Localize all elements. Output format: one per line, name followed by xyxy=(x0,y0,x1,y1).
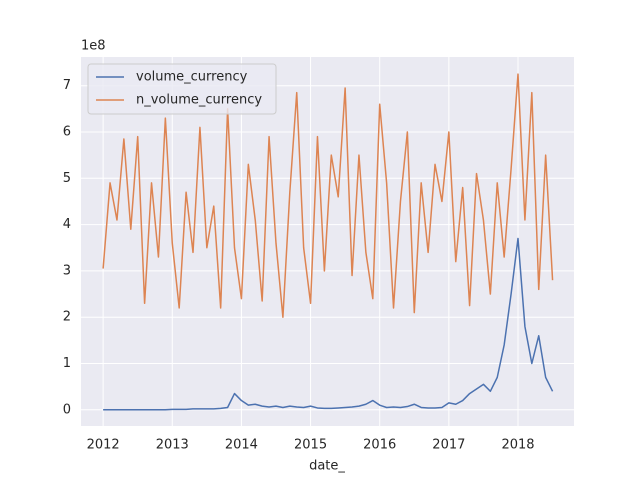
x-tick-label: 2018 xyxy=(501,438,534,453)
y-tick-label: 5 xyxy=(63,171,71,186)
x-axis-label: date_ xyxy=(309,459,345,474)
x-tick-label: 2016 xyxy=(363,438,396,453)
y-tick-label: 7 xyxy=(63,78,71,93)
y-tick-label: 1 xyxy=(63,356,71,371)
y-tick-label: 6 xyxy=(63,125,71,140)
series-line xyxy=(103,237,554,411)
y-tick-label: 0 xyxy=(63,402,71,417)
x-tick-label: 2013 xyxy=(156,438,189,453)
plot-area xyxy=(81,57,574,426)
legend-label: volume_currency xyxy=(136,70,248,85)
x-tick-label: 2012 xyxy=(87,438,120,453)
legend-box xyxy=(87,63,277,115)
y-tick-label: 3 xyxy=(63,263,71,278)
y-offset-label: 1e8 xyxy=(81,39,106,54)
y-tick-label: 2 xyxy=(63,310,71,325)
legend-label: n_volume_currency xyxy=(136,93,262,108)
y-tick-label: 4 xyxy=(63,217,71,232)
x-tick-label: 2014 xyxy=(225,438,258,453)
x-tick-label: 2017 xyxy=(432,438,465,453)
x-tick-label: 2015 xyxy=(294,438,327,453)
series-line xyxy=(102,73,554,318)
